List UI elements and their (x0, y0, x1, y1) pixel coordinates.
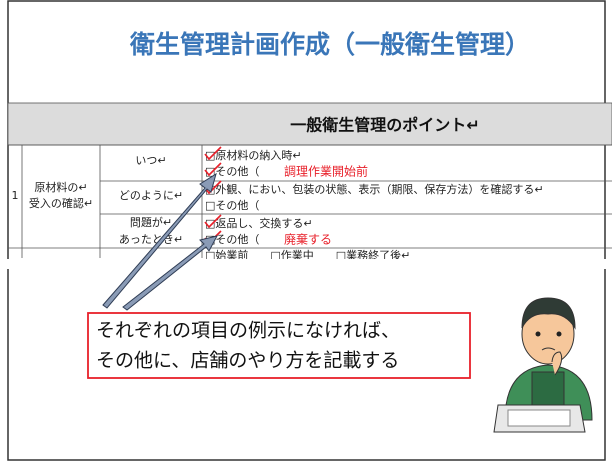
option: □始業前 □作業中 □業務終了後↵ (205, 248, 410, 262)
handwritten-note: 廃棄する (284, 232, 332, 247)
arrows (102, 172, 218, 311)
table-header: 一般衛生管理のポイント↵ (290, 116, 479, 135)
callout-text: その他に、店舗のやり方を記載する (96, 350, 399, 372)
option: □原材料の納入時↵ (205, 148, 302, 162)
option: □その他（ (205, 199, 259, 212)
slide-frame (7, 0, 606, 461)
callout-text: それぞれの項目の例示になければ、 (96, 320, 400, 342)
option: □外観、におい、包装の状態、表示（期限、保存方法）を確認する↵ (205, 182, 544, 196)
row-category: 原材料の↵ (34, 180, 87, 194)
question: いつ↵ (135, 154, 166, 167)
question: あったとき↵ (119, 233, 183, 246)
row-number: 1 (12, 189, 19, 202)
person-illustration (493, 297, 593, 433)
handwritten-note: 調理作業開始前 (284, 164, 368, 179)
question: 問題が↵ (130, 215, 172, 229)
row-category: 受入の確認↵ (29, 196, 93, 210)
slide-title: 衛生管理計画作成（一般衛生管理） (129, 30, 530, 59)
callout-box (87, 312, 471, 379)
option: □その他（ (205, 165, 259, 178)
option: □返品し、交換する↵ (205, 216, 313, 230)
table-crop (0, 259, 612, 269)
option: □その他（ (205, 233, 259, 246)
question: どのように↵ (119, 189, 183, 202)
table-header-bg (7, 102, 612, 146)
